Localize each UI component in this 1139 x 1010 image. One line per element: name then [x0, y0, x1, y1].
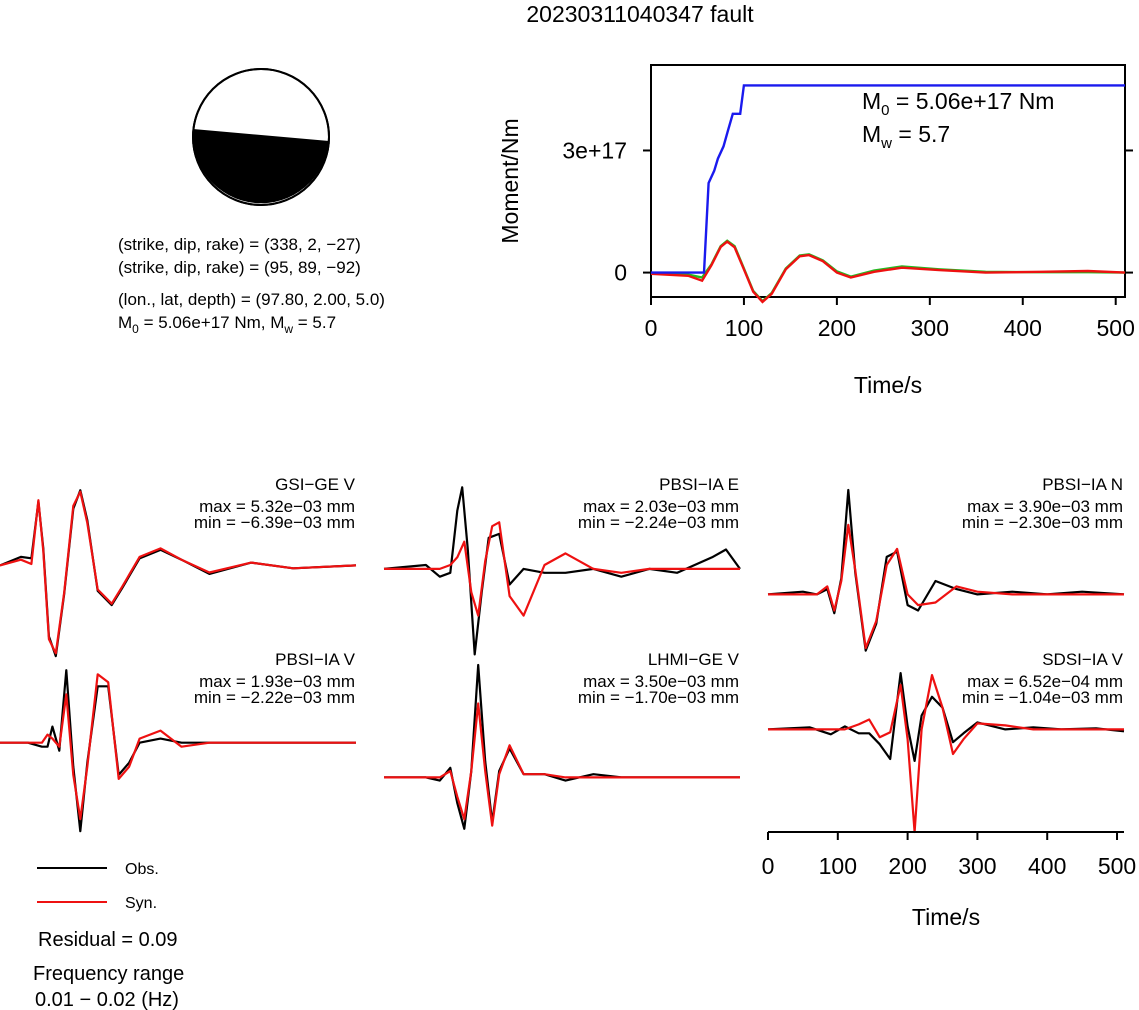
waveform-xtick-label: 0	[762, 853, 775, 879]
moment-xtick-label: 300	[911, 315, 949, 341]
waveform-xtick-label: 100	[819, 853, 857, 879]
moment-panel-frame	[650, 64, 1126, 298]
min-amplitude-label: min = −6.39e−03 mm	[194, 513, 355, 532]
moment-xtick-label: 100	[725, 315, 763, 341]
max-amplitude-label: max = 1.93e−03 mm	[199, 672, 355, 691]
synthetic-waveform	[0, 673, 356, 821]
mechanism-line-3: (lon., lat, depth) = (97.80, 2.00, 5.0)	[118, 290, 385, 309]
beachball-compressional-quadrant	[192, 129, 329, 204]
moment-ytick-label: 0	[614, 260, 627, 286]
focal-mechanism-beachball	[192, 68, 330, 206]
min-amplitude-label: min = −2.24e−03 mm	[578, 513, 739, 532]
max-amplitude-label: max = 2.03e−03 mm	[583, 497, 739, 516]
moment-m0-label: M0 = 5.06e+17 Nm	[862, 88, 1054, 119]
waveform-xlabel: Time/s	[912, 904, 980, 930]
station-label: SDSI−IA V	[1042, 650, 1123, 669]
mechanism-line-2: (strike, dip, rake) = (95, 89, −92)	[118, 258, 361, 277]
residual-label: Residual = 0.09	[38, 929, 178, 951]
waveform-xtick-label: 300	[958, 853, 996, 879]
moment-xtick-label: 500	[1097, 315, 1135, 341]
synthetic-waveform	[768, 523, 1124, 650]
frequency-range-title: Frequency range	[33, 963, 184, 985]
mechanism-line-1: (strike, dip, rake) = (338, 2, −27)	[118, 235, 361, 254]
observed-waveform	[0, 669, 356, 833]
min-amplitude-label: min = −2.22e−03 mm	[194, 688, 355, 707]
station-label: PBSI−IA V	[275, 650, 356, 669]
moment-xtick-label: 200	[818, 315, 856, 341]
legend-syn-label: Syn.	[125, 895, 157, 912]
synthetic-waveform	[384, 702, 740, 827]
moment-xlabel: Time/s	[854, 372, 922, 398]
moment-xtick-label: 400	[1004, 315, 1042, 341]
waveform-xtick-label: 200	[888, 853, 926, 879]
synthetic-waveform	[768, 674, 1124, 834]
frequency-range-value: 0.01 − 0.02 (Hz)	[35, 989, 179, 1010]
max-amplitude-label: max = 5.32e−03 mm	[199, 497, 355, 516]
moment-rate-curves	[650, 84, 1126, 304]
waveform-xtick-label: 400	[1028, 853, 1066, 879]
station-label: LHMI−GE V	[648, 650, 740, 669]
moment-ylabel: Moment/Nm	[497, 118, 523, 243]
max-amplitude-label: max = 3.90e−03 mm	[967, 497, 1123, 516]
max-amplitude-label: max = 6.52e−04 mm	[967, 672, 1123, 691]
mechanism-line-4: M0 = 5.06e+17 Nm, Mw = 5.7	[118, 313, 336, 336]
moment-series-line-2	[650, 240, 1126, 304]
moment-ytick-label: 3e+17	[562, 137, 627, 163]
waveform-xtick-label: 500	[1098, 853, 1136, 879]
figure-title: 20230311040347 fault	[526, 1, 754, 27]
waveform-time-axis: 0 100 200 300 400 500	[762, 831, 1136, 879]
moment-xtick-label: 0	[645, 315, 658, 341]
min-amplitude-label: min = −2.30e−03 mm	[962, 513, 1123, 532]
legend-obs-label: Obs.	[125, 861, 159, 878]
moment-axes: 0 100 200 300 400 500 0 3e+17	[562, 137, 1135, 341]
moment-mw-label: Mw = 5.7	[862, 121, 950, 152]
station-label: PBSI−IA E	[659, 475, 739, 494]
moment-series-line-0	[651, 84, 1125, 274]
station-label: PBSI−IA N	[1042, 475, 1123, 494]
min-amplitude-label: min = −1.70e−03 mm	[578, 688, 739, 707]
legend: Obs. Syn.	[37, 861, 159, 912]
min-amplitude-label: min = −1.04e−03 mm	[962, 688, 1123, 707]
station-label: GSI−GE V	[275, 475, 355, 494]
synthetic-waveform	[384, 521, 740, 617]
synthetic-waveform	[0, 490, 357, 655]
max-amplitude-label: max = 3.50e−03 mm	[583, 672, 739, 691]
